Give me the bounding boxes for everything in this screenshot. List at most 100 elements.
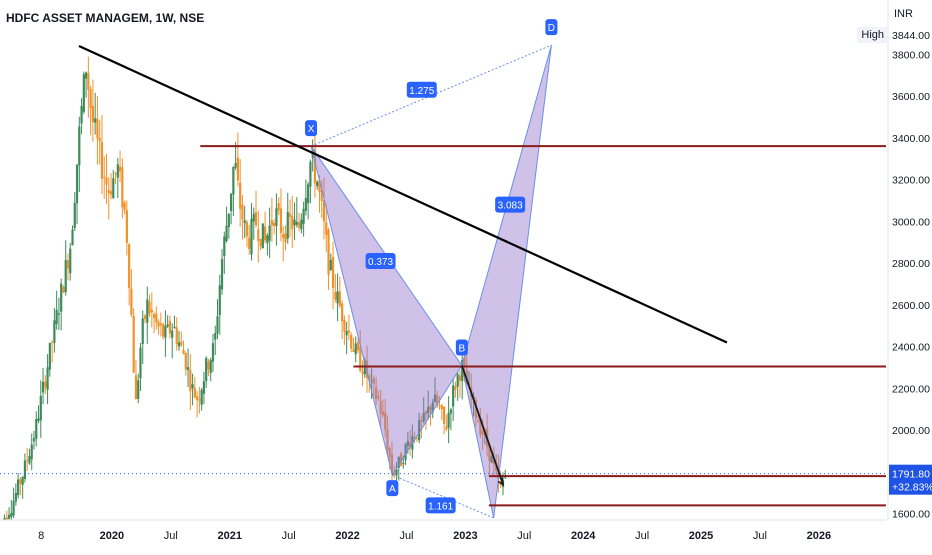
candle-body (116, 164, 119, 178)
chart-title: HDFC ASSET MANAGEM, 1W, NSE (6, 11, 204, 25)
candle-body (227, 213, 230, 228)
candle-body (429, 406, 432, 411)
candle-body (0, 523, 1, 524)
candle-body (254, 212, 258, 226)
candle-body (118, 166, 122, 172)
candle-body (431, 402, 434, 413)
candle-body (356, 342, 360, 351)
candle-body (232, 166, 235, 195)
y-tick-label: 2200.00 (892, 383, 930, 395)
candle-body (32, 438, 36, 442)
candle-body (53, 320, 56, 343)
high-badge: High (857, 27, 888, 43)
candle-body (331, 256, 335, 289)
candle-body (304, 197, 307, 211)
y-tick-label: 3600.00 (892, 91, 930, 103)
candle-body (14, 493, 17, 502)
candle-body (288, 213, 292, 217)
candle-body (495, 465, 498, 471)
candle-body (388, 448, 391, 458)
candle-body (334, 292, 337, 300)
candle-body (454, 385, 457, 390)
x-tick-label: 2021 (218, 530, 242, 542)
candle-body (5, 517, 8, 520)
x-tick-label: Jul (399, 530, 413, 542)
candle-body (7, 514, 11, 519)
y-tick-label: 2000.00 (892, 425, 930, 437)
candle-body (377, 396, 380, 399)
candle-body (325, 222, 328, 235)
candle-body (55, 309, 58, 324)
candle-body (225, 225, 228, 241)
candle-body (105, 177, 108, 185)
candle-body (438, 405, 441, 407)
candle-body (239, 182, 242, 209)
candle-body (139, 347, 142, 379)
candle-body (286, 211, 289, 239)
candle-body (297, 222, 301, 228)
candle-body (248, 237, 251, 249)
candle-body (372, 378, 375, 384)
candle-body (461, 359, 464, 382)
candle-body (89, 89, 92, 109)
x-tick-label: Jul (282, 530, 296, 542)
candle-body (164, 325, 167, 338)
x-tick-label: 2024 (571, 530, 596, 542)
candle-body (402, 463, 405, 465)
candle-body (245, 221, 249, 237)
candle-body (322, 200, 326, 222)
candle-body (57, 313, 61, 315)
candle-body (37, 418, 40, 421)
candle-body (275, 208, 278, 226)
candle-body (409, 442, 412, 448)
candle-body (173, 326, 176, 328)
candle-body (307, 184, 310, 204)
candle-body (481, 430, 484, 435)
candle-body (338, 291, 341, 306)
candle-body (397, 456, 400, 468)
candle-body (436, 395, 439, 406)
ratio-label: 1.161 (428, 501, 453, 512)
candle-body (166, 324, 169, 327)
candle-body (390, 454, 394, 474)
candle-body (257, 229, 260, 241)
y-tick-label: 3200.00 (892, 175, 930, 187)
trendline (78, 44, 728, 344)
candle-body (143, 315, 147, 320)
y-tick-label: 2600.00 (892, 300, 930, 312)
candle-body (30, 444, 33, 460)
candle-body (476, 421, 480, 423)
candle-body (329, 259, 332, 270)
candle-body (336, 291, 339, 304)
candle-body (313, 148, 317, 184)
harmonic-bcd-fill (461, 44, 552, 519)
candle-body (490, 456, 493, 463)
candle-body (182, 349, 185, 355)
y-tick-label: 2400.00 (892, 342, 930, 354)
candle-body (273, 222, 276, 227)
x-tick-label: 2026 (807, 530, 831, 542)
y-tick-label: 2800.00 (892, 258, 930, 270)
candle-body (449, 409, 452, 414)
short-trendline (461, 365, 504, 485)
candle-body (291, 216, 294, 229)
candle-body (395, 469, 398, 476)
x-tick-label: 2023 (453, 530, 477, 542)
candle-body (134, 375, 138, 400)
candle-body (114, 172, 117, 174)
candle-body (279, 208, 283, 233)
y-tick-label: 3000.00 (892, 216, 930, 228)
point-label-box (545, 19, 558, 36)
candle-body (64, 260, 67, 293)
candle-body (456, 374, 459, 387)
y-tick-label: 1600.00 (892, 509, 930, 521)
candle-body (295, 221, 298, 225)
point-label: D (548, 23, 555, 34)
candle-body (180, 341, 183, 346)
candle-body (282, 234, 285, 239)
candle-body (370, 380, 373, 382)
candle-body (96, 118, 99, 139)
candle-body (94, 118, 97, 123)
candle-body (270, 220, 273, 226)
candle-body (393, 472, 396, 476)
